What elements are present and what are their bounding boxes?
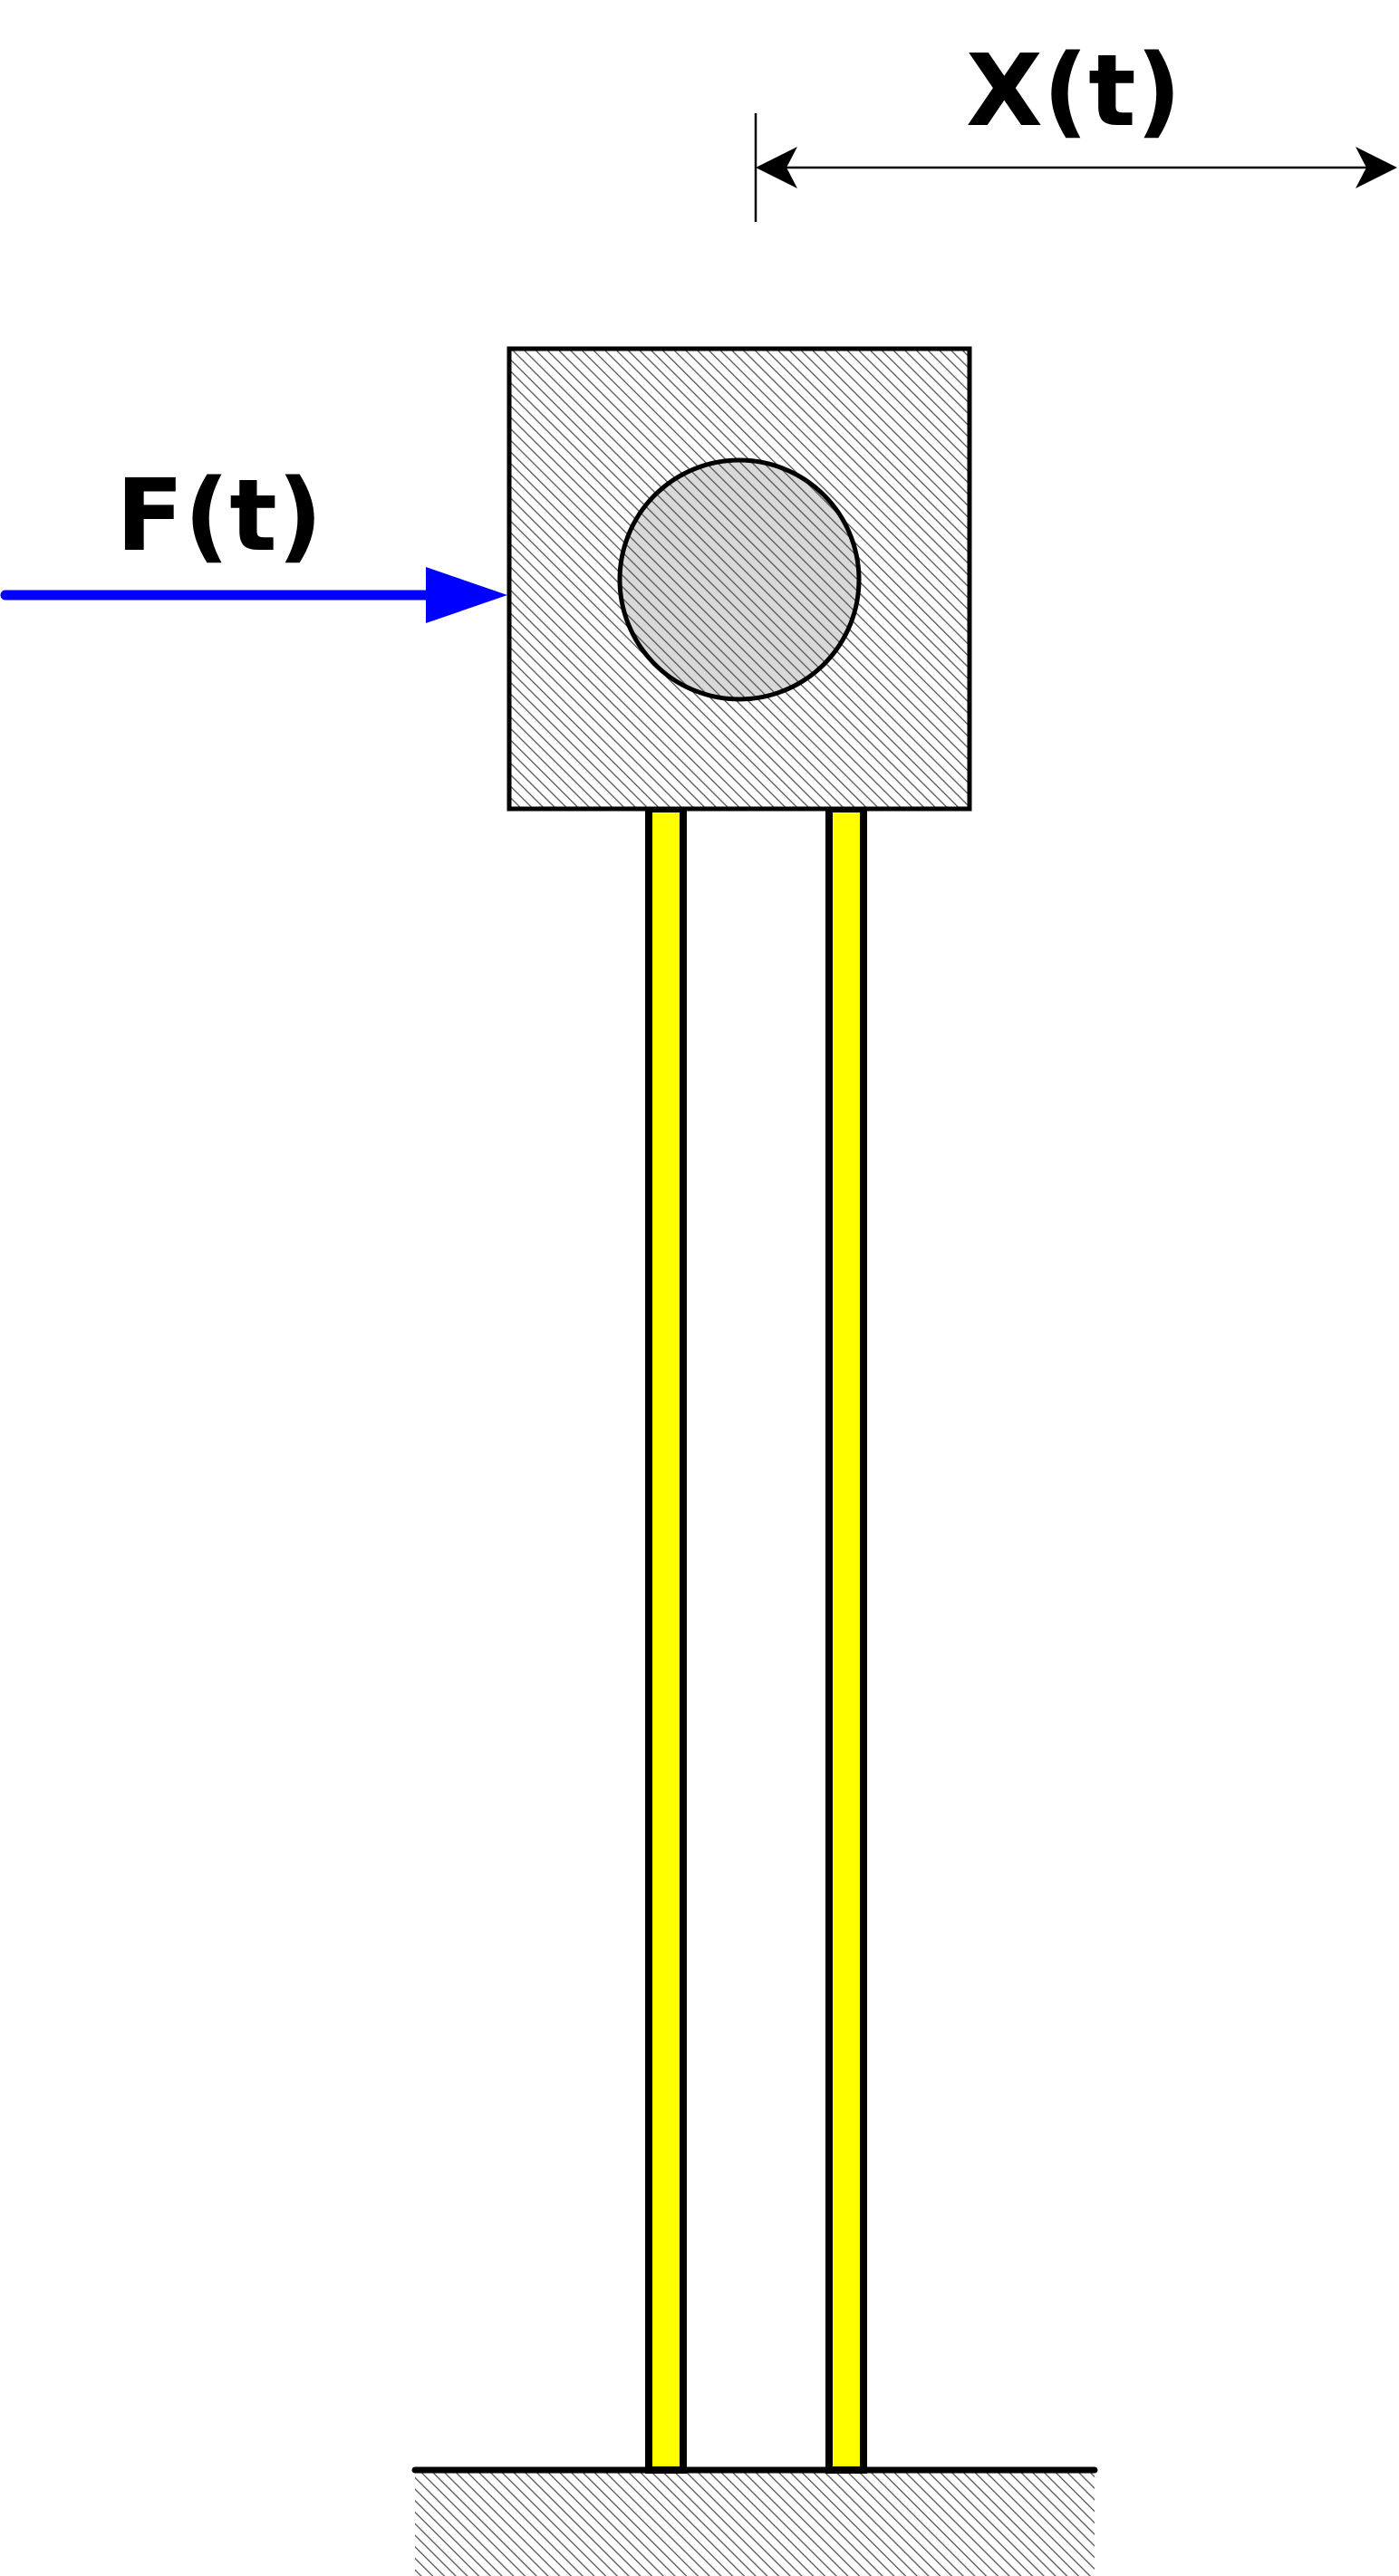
right-column xyxy=(825,805,867,2474)
ground-hatch xyxy=(415,2470,1095,2576)
displacement-label: X(t) xyxy=(966,33,1182,149)
force-arrowhead xyxy=(426,567,507,623)
displacement-arrowhead-left xyxy=(756,147,797,188)
left-column xyxy=(645,805,687,2474)
force-label: F(t) xyxy=(116,457,323,573)
mass-circle xyxy=(617,457,862,702)
ground xyxy=(411,2466,1098,2576)
displacement-arrowhead-right xyxy=(1356,147,1397,188)
mass-block xyxy=(507,346,972,812)
columns xyxy=(645,805,867,2474)
displacement-indicator: X(t) xyxy=(754,33,1397,222)
applied-force: F(t) xyxy=(0,457,507,623)
